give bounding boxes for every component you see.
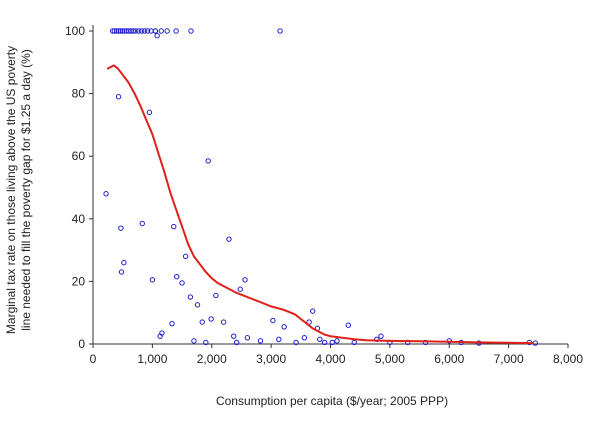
- x-tick-label: 2,000: [197, 352, 227, 366]
- data-point: [281, 324, 287, 330]
- data-point: [277, 28, 283, 34]
- data-point: [141, 28, 148, 34]
- data-point: [136, 28, 142, 34]
- data-point: [118, 269, 125, 275]
- data-point: [133, 28, 139, 34]
- data-point: [139, 220, 145, 227]
- data-point: [321, 339, 328, 346]
- data-point: [220, 319, 227, 325]
- data-point: [301, 335, 308, 341]
- data-point: [213, 292, 219, 299]
- data-point: [378, 333, 384, 339]
- data-point: [174, 274, 180, 280]
- data-point: [188, 28, 194, 34]
- data-point: [191, 338, 197, 344]
- data-point: [231, 333, 237, 339]
- data-point: [119, 28, 126, 34]
- data-point: [329, 339, 335, 346]
- x-tick-label: 4,000: [315, 352, 345, 366]
- data-point: [152, 28, 159, 34]
- x-tick-label: 0: [90, 352, 97, 366]
- data-point: [115, 94, 122, 100]
- data-point: [194, 302, 201, 308]
- data-point: [317, 336, 323, 343]
- data-point: [334, 338, 340, 344]
- data-point: [203, 339, 209, 346]
- y-tick-label: 40: [72, 212, 86, 226]
- data-point: [205, 158, 211, 164]
- data-point: [345, 322, 352, 328]
- x-tick-label: 7,000: [494, 352, 524, 366]
- data-point: [532, 340, 539, 346]
- data-point: [144, 28, 151, 34]
- x-tick-label: 5,000: [375, 352, 405, 366]
- data-point: [276, 336, 282, 343]
- data-point: [309, 308, 316, 314]
- data-point: [293, 339, 299, 346]
- x-tick-label: 1,000: [137, 352, 167, 366]
- data-point: [233, 339, 240, 346]
- data-point: [270, 317, 276, 324]
- data-point: [164, 28, 170, 34]
- data-point: [146, 109, 153, 116]
- data-point: [226, 236, 232, 242]
- scatter-points: [103, 28, 539, 346]
- data-point: [130, 28, 137, 34]
- data-point: [171, 223, 177, 230]
- x-tick-label: 8,000: [553, 352, 583, 366]
- data-point: [158, 28, 164, 34]
- smoothed-trend-line: [106, 64, 534, 345]
- y-axis-title-line-1: Marginal tax rate on those living above …: [4, 46, 18, 334]
- y-tick-label: 60: [72, 149, 86, 163]
- y-tick-label: 20: [72, 274, 86, 288]
- data-point: [244, 335, 251, 341]
- data-point: [173, 28, 179, 34]
- data-point: [169, 320, 175, 327]
- data-point: [103, 191, 109, 197]
- data-point: [154, 32, 160, 39]
- data-point: [237, 286, 243, 292]
- data-point: [422, 339, 429, 346]
- data-point: [208, 316, 214, 322]
- data-point: [242, 277, 248, 283]
- x-axis-title: Consumption per capita ($/year; 2005 PPP…: [216, 394, 448, 408]
- x-tick-label: 3,000: [256, 352, 286, 366]
- data-point: [199, 319, 205, 325]
- data-point: [179, 280, 185, 286]
- data-point: [149, 277, 156, 283]
- trend-line-path: [106, 64, 534, 345]
- y-tick-label: 0: [78, 337, 85, 351]
- data-point: [138, 28, 145, 34]
- y-tick-label: 80: [72, 87, 86, 101]
- data-point: [257, 338, 264, 344]
- axes: 0 1,000 2,000 3,000 4,000 5,000 6,000 7,000 8,00…: [65, 24, 583, 366]
- x-tick-label: 6,000: [434, 352, 464, 366]
- y-tick-label: 100: [65, 24, 85, 38]
- y-axis-title-line-2: line needed to fill the poverty gap for …: [19, 49, 33, 331]
- data-point: [182, 253, 189, 260]
- data-point: [118, 225, 124, 231]
- data-point: [121, 259, 127, 266]
- data-point: [159, 330, 165, 336]
- data-point: [114, 28, 120, 34]
- data-point: [187, 294, 194, 300]
